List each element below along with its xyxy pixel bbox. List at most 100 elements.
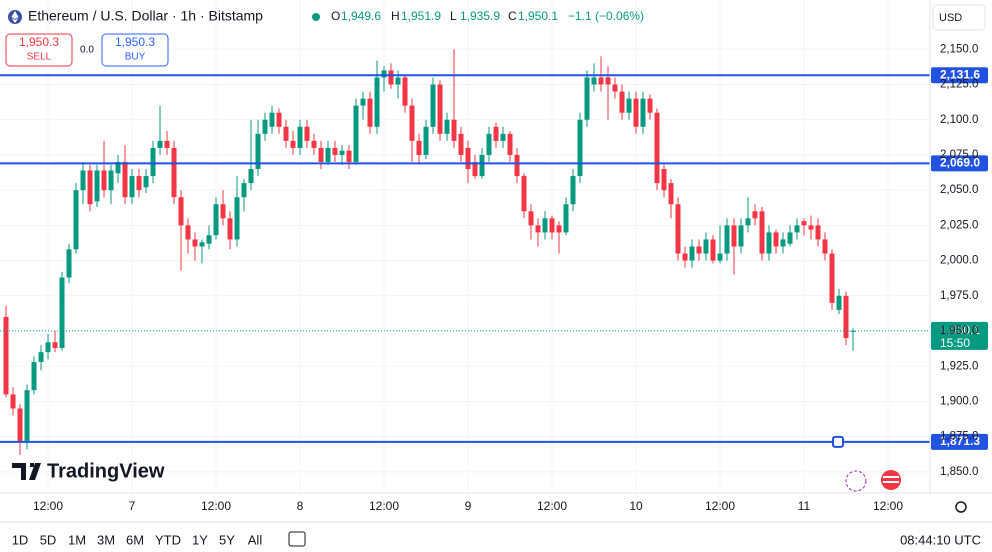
candle-body — [143, 176, 149, 188]
timeframe-button[interactable]: 6M — [126, 532, 144, 547]
timeframe-button[interactable]: 3M — [97, 532, 115, 547]
candle-body — [675, 204, 681, 254]
calendar-icon[interactable] — [288, 531, 306, 547]
ohlc-value: 1,950.1 — [518, 9, 558, 23]
sell-price[interactable]: 1,950.3 — [19, 35, 59, 49]
candle-body — [724, 225, 730, 254]
ohlc-key: O — [331, 9, 340, 23]
candle-body — [563, 204, 569, 233]
candle-body — [199, 242, 205, 247]
level-handle[interactable] — [832, 435, 844, 448]
candle-body — [822, 239, 828, 254]
candle-body — [164, 140, 170, 148]
y-tick-label: 2,125.0 — [940, 79, 978, 91]
x-tick-label: 12:00 — [537, 499, 567, 513]
candle-body — [542, 218, 548, 233]
candle-body — [318, 147, 324, 162]
candle-body — [227, 218, 233, 240]
timeframe-button[interactable]: 1D — [12, 532, 29, 547]
candle-body — [108, 170, 114, 191]
candle-body — [528, 211, 534, 226]
brand-logo — [12, 463, 41, 480]
buy-button[interactable] — [101, 33, 169, 67]
candle-body — [171, 147, 177, 198]
timeframe-button[interactable]: 1M — [68, 532, 86, 547]
candle-body — [304, 126, 310, 141]
candle-body — [38, 352, 44, 363]
flag-icon[interactable] — [881, 470, 901, 490]
candle-body — [556, 225, 562, 233]
candle-body — [178, 197, 184, 226]
candle-body — [10, 394, 16, 409]
candle-body — [423, 126, 429, 155]
candle-body — [472, 161, 478, 177]
candle-body — [353, 105, 359, 162]
candle-body — [633, 98, 639, 127]
timeframe-button[interactable]: All — [248, 532, 263, 547]
candle-body — [808, 225, 814, 230]
events-icon[interactable] — [845, 470, 867, 492]
candle-body — [752, 211, 758, 219]
candle-body — [465, 147, 471, 170]
countdown: 15:50 — [940, 336, 970, 350]
candle-body — [45, 342, 51, 353]
candle-body — [388, 70, 394, 85]
candle-body — [829, 253, 835, 303]
candle-body — [801, 221, 807, 226]
candle-body — [66, 249, 72, 278]
y-tick-label: 2,075.0 — [940, 149, 978, 161]
candle-body — [794, 225, 800, 233]
candle-body — [437, 84, 443, 134]
brand-name: TradingView — [47, 460, 165, 482]
currency[interactable]: USD — [939, 12, 962, 24]
eth-glyph — [11, 11, 19, 23]
settings-icon[interactable] — [955, 501, 967, 513]
timeframe-button[interactable]: YTD — [155, 532, 181, 547]
candle-body — [584, 77, 590, 120]
candle-body — [185, 225, 191, 240]
last-price-label: 1,950.1 — [940, 323, 980, 337]
candle-body — [430, 84, 436, 127]
candle-body — [773, 232, 779, 247]
candle-body — [297, 126, 303, 148]
sell-label[interactable]: SELL — [27, 52, 52, 63]
candle-body — [409, 105, 415, 141]
candle-body — [668, 183, 674, 205]
timeframe-button[interactable]: 5D — [40, 532, 57, 547]
currency-button[interactable] — [932, 4, 986, 31]
last-price-box — [931, 321, 988, 350]
candle-body — [612, 84, 618, 92]
candle-body — [493, 126, 499, 141]
candle-body — [339, 150, 345, 155]
candle-body — [402, 77, 408, 106]
level-label-box — [931, 67, 988, 84]
candle-body — [17, 408, 23, 441]
change: −1.1 (−0.06%) — [568, 9, 644, 23]
candle-body — [535, 225, 541, 233]
buy-price[interactable]: 1,950.3 — [115, 35, 155, 49]
ohlc-key: H — [391, 9, 400, 23]
candle-body — [598, 77, 604, 85]
timeframe-button[interactable]: 1Y — [192, 532, 208, 547]
y-tick-label: 1,900.0 — [940, 395, 978, 407]
candle-body — [220, 204, 226, 219]
candle-body — [73, 190, 79, 250]
candle-body — [451, 119, 457, 141]
candle-body — [738, 225, 744, 247]
buy-label[interactable]: BUY — [125, 52, 146, 63]
candle-body — [570, 176, 576, 205]
candle-body — [276, 112, 282, 127]
x-tick-label: 12:00 — [873, 499, 903, 513]
candle-body — [3, 316, 9, 395]
timeframe-button[interactable]: 5Y — [219, 532, 235, 547]
candle-body — [283, 126, 289, 141]
candle-body — [654, 112, 660, 184]
sell-button[interactable] — [5, 33, 73, 67]
candle-body — [262, 119, 268, 134]
symbol-title[interactable]: Ethereum / U.S. Dollar · 1h · Bitstamp — [28, 8, 263, 24]
y-tick-label: 2,025.0 — [940, 219, 978, 231]
candle-body — [507, 133, 513, 155]
y-tick-label: 1,950.0 — [940, 325, 978, 337]
